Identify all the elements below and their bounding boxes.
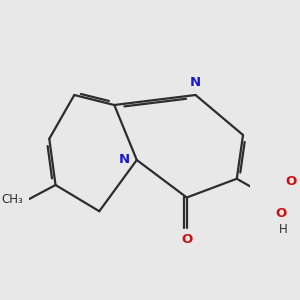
Text: O: O xyxy=(181,233,192,246)
Text: H: H xyxy=(278,223,287,236)
Text: O: O xyxy=(286,175,297,188)
Text: CH₃: CH₃ xyxy=(2,193,23,206)
Text: O: O xyxy=(275,207,286,220)
Text: N: N xyxy=(119,154,130,166)
Text: N: N xyxy=(190,76,201,88)
